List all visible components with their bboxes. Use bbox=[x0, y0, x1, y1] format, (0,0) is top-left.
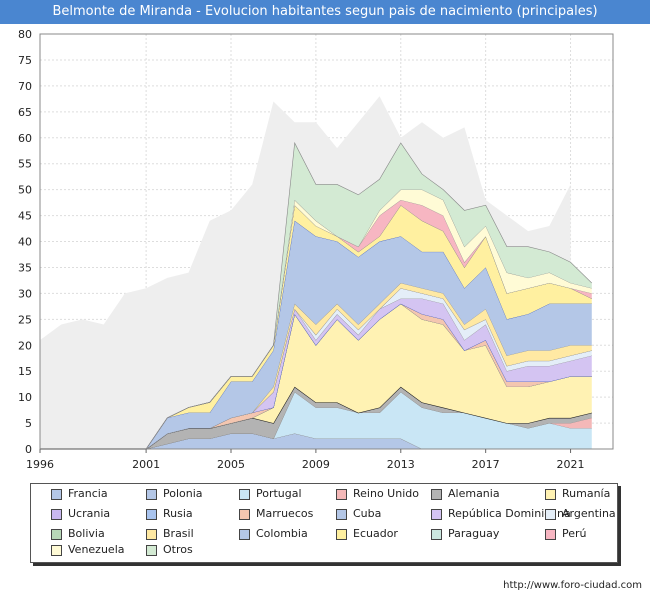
y-tick-label: 30 bbox=[18, 287, 32, 300]
legend-label: Brasil bbox=[163, 527, 194, 540]
legend-label: Alemania bbox=[448, 487, 500, 500]
y-tick-label: 70 bbox=[18, 80, 32, 93]
legend-label: Rusia bbox=[163, 507, 193, 520]
legend-swatch bbox=[146, 545, 157, 556]
plot-border bbox=[39, 33, 614, 450]
chart-title: Belmonte de Miranda - Evolucion habitant… bbox=[0, 0, 650, 24]
legend-label: Perú bbox=[562, 527, 587, 540]
y-tick-label: 75 bbox=[18, 54, 32, 67]
legend-label: Cuba bbox=[353, 507, 382, 520]
legend-swatch bbox=[51, 489, 62, 500]
legend-label: Ecuador bbox=[353, 527, 398, 540]
x-tick-label: 2005 bbox=[217, 458, 245, 471]
legend-swatch bbox=[336, 509, 347, 520]
legend-swatch bbox=[146, 489, 157, 500]
legend-label: República Dominicana bbox=[448, 507, 571, 520]
legend-swatch bbox=[51, 529, 62, 540]
legend-swatch bbox=[336, 489, 347, 500]
series-area-15 bbox=[40, 205, 592, 449]
legend-label: Francia bbox=[68, 487, 108, 500]
series-area-19 bbox=[40, 142, 592, 449]
legend-label: Colombia bbox=[256, 527, 308, 540]
y-tick-label: 25 bbox=[18, 313, 32, 326]
series-area-4 bbox=[40, 386, 592, 449]
y-tick-labels: 0 5 10 15 20 25 30 35 40 45 50 55 60 65 70 75 80 bbox=[18, 28, 32, 456]
legend-swatch bbox=[146, 529, 157, 540]
legend-swatch bbox=[431, 529, 442, 540]
y-tick-label: 35 bbox=[18, 261, 32, 274]
series-area-2 bbox=[40, 391, 592, 449]
legend-swatch bbox=[545, 509, 556, 520]
legend-label: Polonia bbox=[163, 487, 203, 500]
y-tick-label: 15 bbox=[18, 365, 32, 378]
y-tick-label: 60 bbox=[18, 132, 32, 145]
y-tick-label: 40 bbox=[18, 236, 32, 249]
legend-label: Argentina bbox=[562, 507, 616, 520]
series-area-14 bbox=[40, 220, 592, 449]
legend-label: Bolivia bbox=[68, 527, 105, 540]
series-area-5 bbox=[40, 303, 592, 449]
x-tick-label: 2009 bbox=[302, 458, 330, 471]
axes bbox=[39, 33, 614, 453]
legend-swatch bbox=[239, 509, 250, 520]
y-tick-label: 10 bbox=[18, 391, 32, 404]
legend-label: Reino Unido bbox=[353, 487, 419, 500]
x-tick-label: 1996 bbox=[26, 458, 54, 471]
x-tick-label: 2017 bbox=[472, 458, 500, 471]
x-tick-labels: 1996 2001 2005 2009 2013 2017 2021 bbox=[26, 458, 585, 471]
x-tick-label: 2013 bbox=[387, 458, 415, 471]
legend-swatch bbox=[431, 489, 442, 500]
legend-swatch bbox=[51, 509, 62, 520]
legend-swatch bbox=[545, 489, 556, 500]
legend-swatch bbox=[51, 545, 62, 556]
y-tick-label: 55 bbox=[18, 158, 32, 171]
legend-swatch bbox=[239, 529, 250, 540]
legend-label: Rumanía bbox=[562, 487, 611, 500]
y-tick-label: 45 bbox=[18, 210, 32, 223]
series-areas bbox=[40, 141, 592, 450]
legend: Francia Polonia Portugal Reino Unido Alemani… bbox=[30, 483, 618, 563]
legend-label: Marruecos bbox=[256, 507, 314, 520]
legend-label: Otros bbox=[163, 543, 193, 556]
series-area-0 bbox=[40, 433, 592, 449]
legend-label: Ucrania bbox=[68, 507, 111, 520]
legend-label: Venezuela bbox=[68, 543, 125, 556]
legend-label: Portugal bbox=[256, 487, 302, 500]
chart: 0 5 10 15 20 25 30 35 40 45 50 55 60 65 70 75 80 1996 200… bbox=[18, 28, 614, 471]
y-tick-label: 65 bbox=[18, 106, 32, 119]
legend-swatch bbox=[431, 509, 442, 520]
legend-swatch bbox=[146, 509, 157, 520]
legend-swatch bbox=[239, 489, 250, 500]
x-tick-label: 2021 bbox=[557, 458, 585, 471]
y-tick-label: 20 bbox=[18, 339, 32, 352]
y-tick-label: 5 bbox=[25, 417, 32, 430]
legend-swatch bbox=[545, 529, 556, 540]
legend-label: Paraguay bbox=[448, 527, 500, 540]
y-tick-label: 80 bbox=[18, 28, 32, 41]
source-url[interactable]: http://www.foro-ciudad.com bbox=[503, 580, 642, 591]
y-tick-label: 0 bbox=[25, 443, 32, 456]
x-tick-label: 2001 bbox=[132, 458, 160, 471]
y-tick-label: 50 bbox=[18, 184, 32, 197]
legend-swatch bbox=[336, 529, 347, 540]
